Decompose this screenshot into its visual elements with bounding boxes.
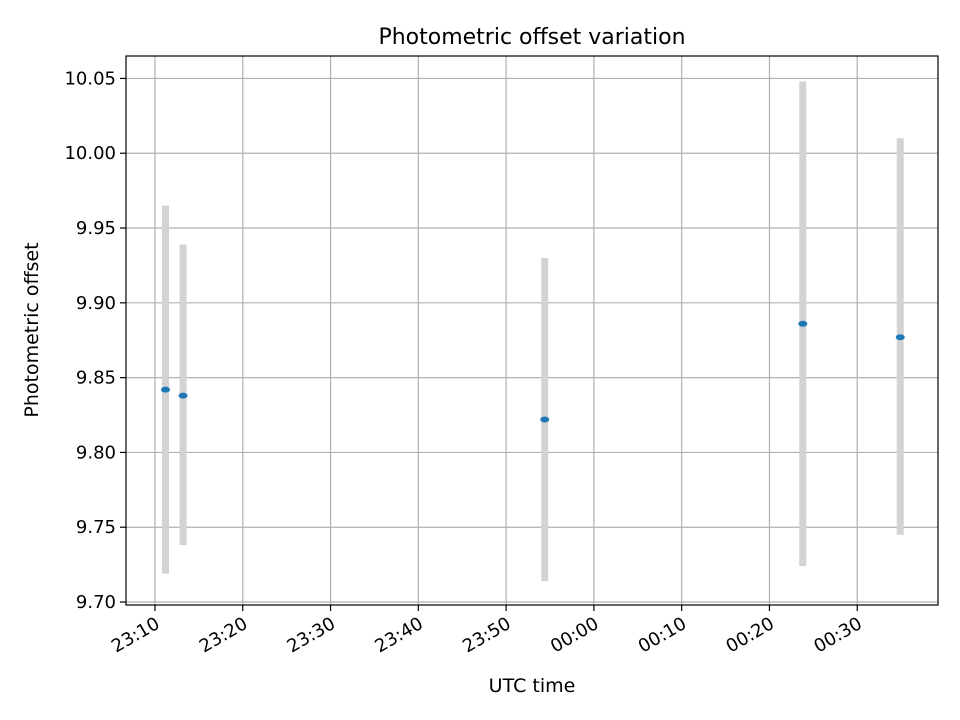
chart-title: Photometric offset variation <box>378 25 685 50</box>
y-tick-label: 10.00 <box>64 143 116 164</box>
y-tick-label: 9.80 <box>76 442 116 463</box>
y-axis-label: Photometric offset <box>21 242 43 417</box>
data-points <box>161 320 905 423</box>
y-tick-label: 9.75 <box>76 517 116 538</box>
data-point <box>178 392 188 399</box>
data-point <box>895 334 905 341</box>
x-axis-label: UTC time <box>489 675 576 697</box>
data-point <box>798 320 808 327</box>
y-tick-label: 9.95 <box>76 218 116 239</box>
data-point <box>161 386 171 393</box>
plot-frame <box>125 55 939 606</box>
data-point <box>540 416 550 423</box>
y-tick-label: 10.05 <box>64 68 116 89</box>
y-tick-label: 9.85 <box>76 368 116 389</box>
y-tick-label: 9.90 <box>76 293 116 314</box>
y-axis-ticks: 9.70 9.75 9.80 9.85 9.90 9.95 10.00 10.05 <box>64 68 126 613</box>
y-tick-label: 9.70 <box>76 592 116 613</box>
